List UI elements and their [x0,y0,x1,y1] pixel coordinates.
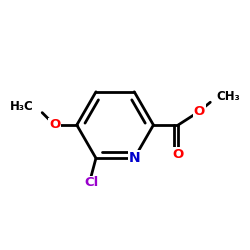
Text: O: O [194,105,205,118]
Text: Cl: Cl [84,176,98,190]
Text: O: O [49,118,60,132]
Text: N: N [128,151,140,165]
Text: O: O [172,148,184,161]
Text: CH₃: CH₃ [216,90,240,103]
Text: H₃C: H₃C [10,100,34,113]
